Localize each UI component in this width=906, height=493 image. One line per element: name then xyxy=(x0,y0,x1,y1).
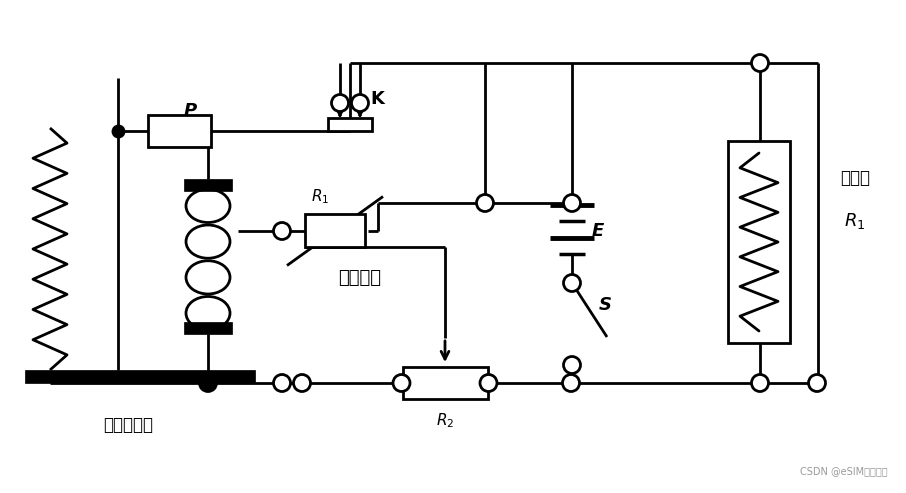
Circle shape xyxy=(751,55,768,71)
Text: 热敏电阻: 热敏电阻 xyxy=(339,269,381,287)
Bar xyxy=(402,367,487,399)
Text: $R_1$: $R_1$ xyxy=(844,211,866,231)
Circle shape xyxy=(808,375,825,391)
Bar xyxy=(328,118,372,131)
Bar xyxy=(305,214,365,247)
Circle shape xyxy=(274,375,291,391)
Circle shape xyxy=(564,195,581,211)
Circle shape xyxy=(393,375,410,391)
Circle shape xyxy=(751,375,768,391)
Text: CSDN @eSIM物联工场: CSDN @eSIM物联工场 xyxy=(800,466,888,476)
Bar xyxy=(148,115,211,147)
Circle shape xyxy=(563,375,580,391)
Text: $R_1$: $R_1$ xyxy=(311,188,329,207)
Circle shape xyxy=(352,95,369,111)
Circle shape xyxy=(332,95,349,111)
Circle shape xyxy=(199,375,217,391)
Bar xyxy=(184,322,232,334)
Text: $\bfit{E}$: $\bfit{E}$ xyxy=(591,222,605,240)
Text: $\bfit{P}$: $\bfit{P}$ xyxy=(182,102,198,120)
Text: $R_2$: $R_2$ xyxy=(436,412,454,430)
Circle shape xyxy=(564,356,581,374)
Bar xyxy=(184,179,232,191)
Bar xyxy=(728,141,790,343)
Text: 电磁继电器: 电磁继电器 xyxy=(103,416,153,434)
Bar xyxy=(25,370,255,383)
Text: $\bfit{S}$: $\bfit{S}$ xyxy=(598,296,612,314)
Text: $\bf K$: $\bf K$ xyxy=(370,90,386,108)
Text: 电炉丝: 电炉丝 xyxy=(840,169,870,187)
Circle shape xyxy=(274,222,291,240)
Circle shape xyxy=(294,375,311,391)
Circle shape xyxy=(480,375,497,391)
Circle shape xyxy=(564,275,581,291)
Circle shape xyxy=(477,195,494,211)
